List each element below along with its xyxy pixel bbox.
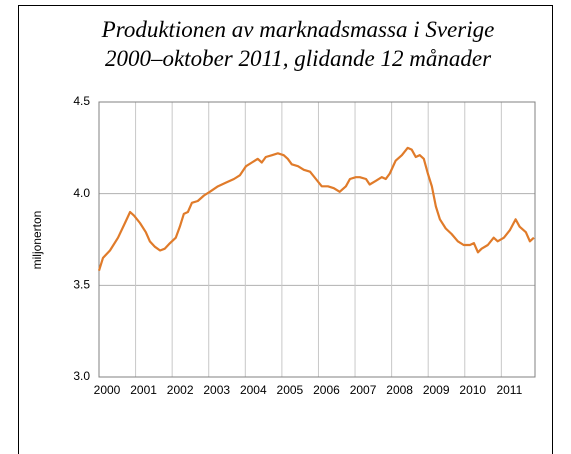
chart-subtitle: 2000–oktober 2011, glidande 12 månader	[105, 46, 492, 71]
frame	[18, 5, 553, 454]
x-tick-label: 2003	[203, 383, 230, 397]
y-tick-label: 3.0	[73, 369, 90, 383]
labels: 3.0 3.5 4.0 4.5 2000 2001 2002 2003 2004 2005 2006…	[73, 94, 522, 397]
x-tick-label: 2004	[240, 383, 267, 397]
y-tick-label: 3.5	[73, 278, 90, 292]
x-tick-label: 2005	[277, 383, 304, 397]
data-line	[97, 146, 535, 271]
y-axis-label: miljonerton	[30, 211, 44, 270]
x-tick-label: 2011	[496, 383, 522, 397]
x-tick-label: 2007	[350, 383, 377, 397]
x-tick-label: 2000	[94, 383, 121, 397]
marks	[97, 146, 535, 271]
y-tick-label: 4.0	[73, 186, 90, 200]
y-tick-label: 4.5	[73, 94, 90, 108]
plot-border	[98, 101, 536, 378]
x-tick-label: 2009	[423, 383, 450, 397]
x-tick-label: 2008	[386, 383, 413, 397]
x-tick-label: 2006	[313, 383, 340, 397]
chart-title: Produktionen av marknadsmassa i Sverige	[101, 17, 495, 42]
x-tick-label: 2002	[167, 383, 194, 397]
x-tick-label: 2010	[459, 383, 486, 397]
x-tick-label: 2001	[130, 383, 157, 397]
